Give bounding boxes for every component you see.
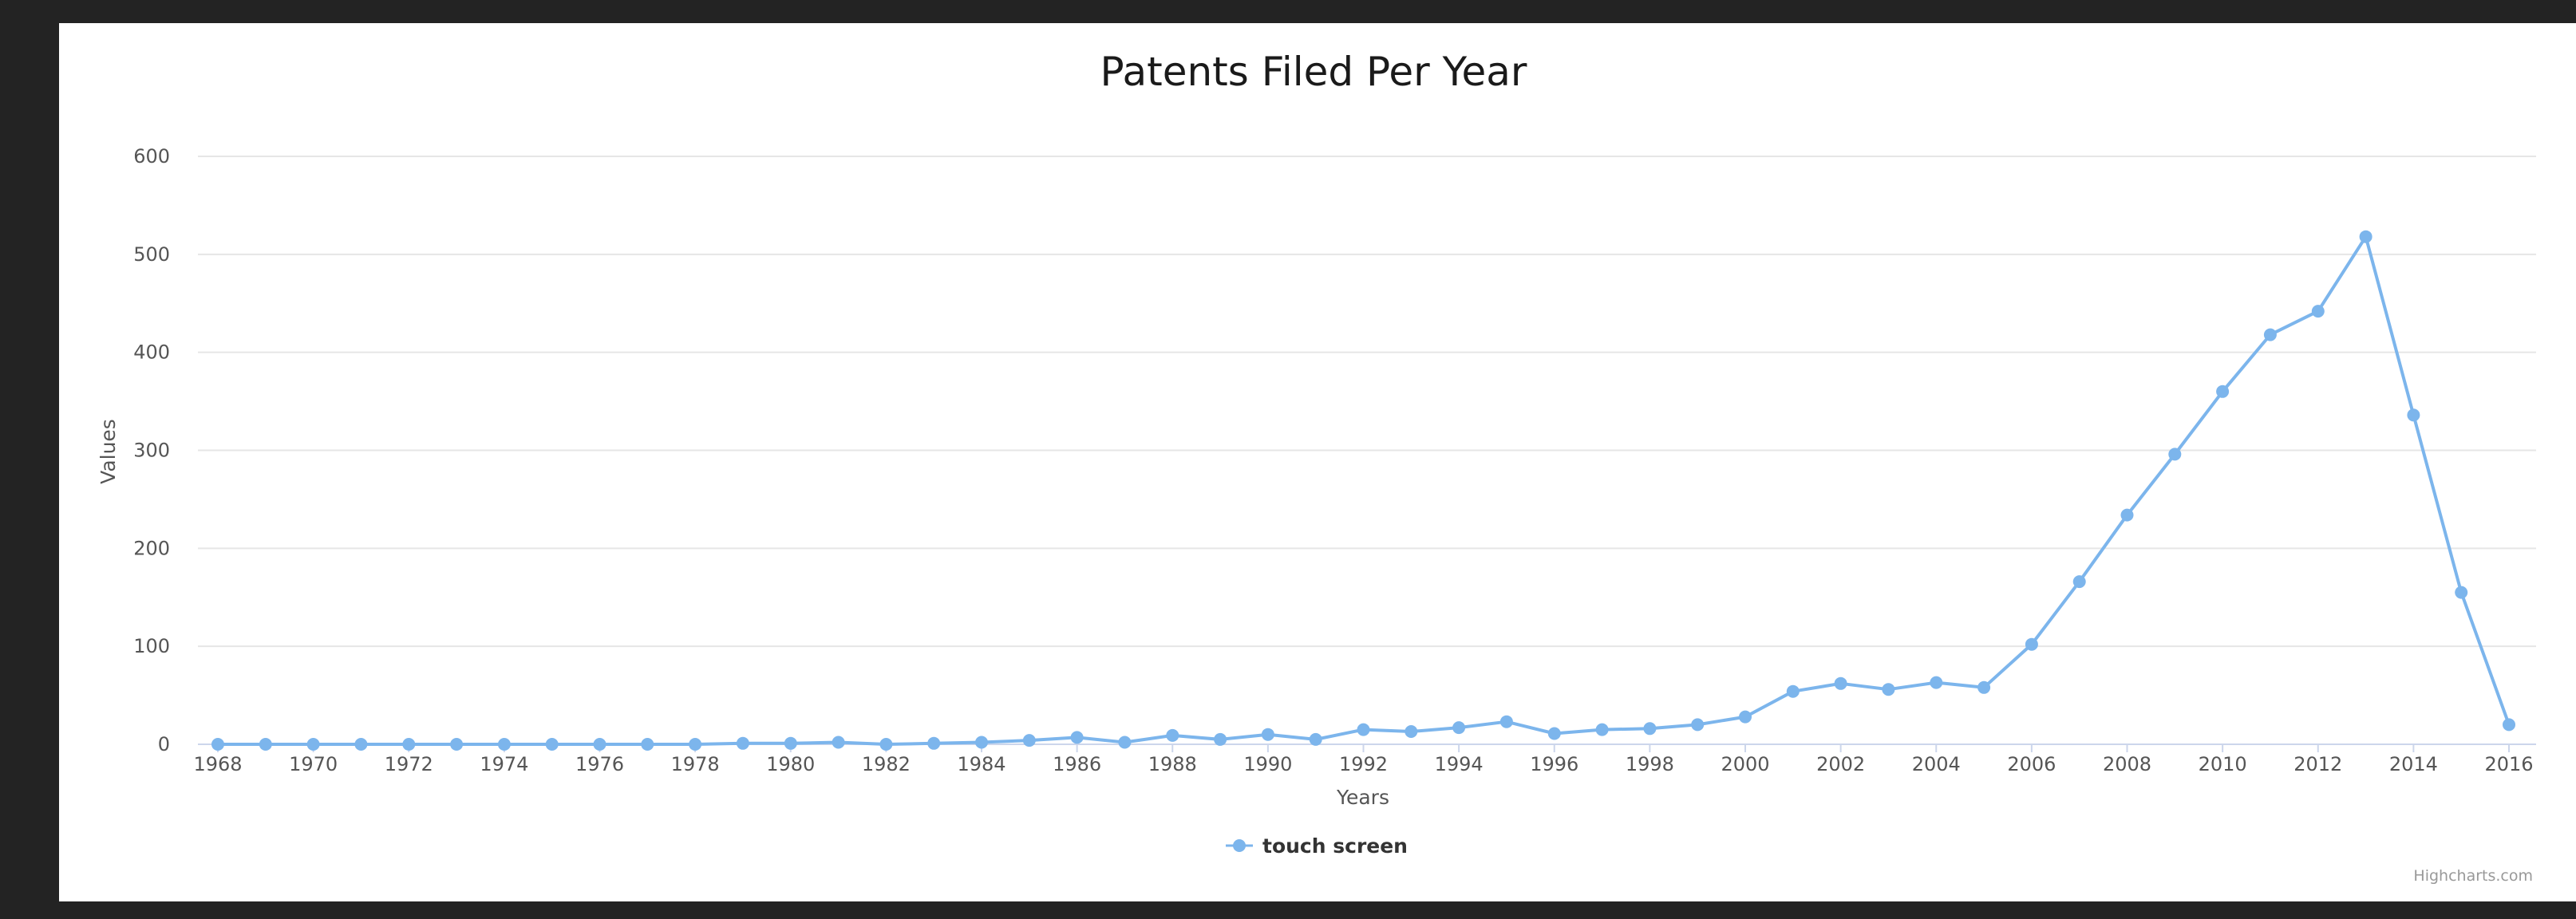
data-point[interactable] <box>2359 230 2373 243</box>
data-point[interactable] <box>497 738 511 751</box>
data-point[interactable] <box>2025 637 2038 651</box>
data-point[interactable] <box>1547 727 1561 740</box>
legend[interactable]: touch screen <box>1226 834 1408 858</box>
chart-title: Patents Filed Per Year <box>1100 49 1527 95</box>
data-point[interactable] <box>1930 676 1943 689</box>
data-point[interactable] <box>736 736 749 750</box>
data-point[interactable] <box>784 736 797 750</box>
data-point[interactable] <box>2407 408 2420 422</box>
x-tick-label: 2004 <box>1912 753 1961 775</box>
x-tick-label: 1974 <box>480 753 528 775</box>
data-point[interactable] <box>402 738 416 751</box>
x-tick-label: 1980 <box>766 753 815 775</box>
y-tick-label: 100 <box>133 635 170 657</box>
y-tick-label: 0 <box>158 733 170 755</box>
x-tick-label: 1990 <box>1243 753 1292 775</box>
data-point[interactable] <box>1834 676 1847 690</box>
x-tick-label: 2014 <box>2389 753 2438 775</box>
data-point[interactable] <box>354 738 368 751</box>
data-point[interactable] <box>1261 728 1274 741</box>
data-point[interactable] <box>1214 732 1227 746</box>
data-point[interactable] <box>1882 683 1895 696</box>
data-point[interactable] <box>1786 684 1800 698</box>
data-point[interactable] <box>2168 448 2182 461</box>
data-point[interactable] <box>1166 728 1179 742</box>
data-point[interactable] <box>593 738 606 751</box>
x-tick-label: 1994 <box>1435 753 1484 775</box>
y-axis-title: Values <box>97 419 120 484</box>
data-point[interactable] <box>832 736 845 749</box>
x-tick-label: 2016 <box>2484 753 2533 775</box>
data-point[interactable] <box>2072 575 2086 589</box>
x-tick-label: 1984 <box>957 753 1006 775</box>
x-tick-label: 1998 <box>1626 753 1674 775</box>
data-point[interactable] <box>1118 736 1132 749</box>
data-point[interactable] <box>1070 731 1084 744</box>
data-point[interactable] <box>1405 725 1418 738</box>
data-point[interactable] <box>879 738 893 751</box>
data-point[interactable] <box>1022 734 1036 747</box>
legend-label[interactable]: touch screen <box>1262 834 1408 858</box>
chart-panel: Patents Filed Per Year 0 100 200 300 400 500 6… <box>59 23 2576 901</box>
x-tick-label: 1996 <box>1530 753 1578 775</box>
gridlines <box>198 156 2536 745</box>
x-tick-label: 1982 <box>862 753 911 775</box>
data-point[interactable] <box>306 738 320 751</box>
line-chart: Patents Filed Per Year 0 100 200 300 400 500 6… <box>97 49 2536 885</box>
x-tick-label: 1992 <box>1339 753 1388 775</box>
series-touch-screen <box>211 230 2515 751</box>
x-tick-label: 2012 <box>2294 753 2342 775</box>
x-tick-label: 2002 <box>1816 753 1865 775</box>
data-point[interactable] <box>545 738 559 751</box>
y-tick-label: 600 <box>133 145 170 168</box>
x-tick-label: 1972 <box>385 753 433 775</box>
x-tick-label: 1978 <box>671 753 720 775</box>
data-point[interactable] <box>641 738 654 751</box>
credits-link[interactable]: Highcharts.com <box>2413 867 2533 885</box>
x-tick-label: 1988 <box>1148 753 1197 775</box>
legend-marker <box>1233 839 1246 852</box>
data-point[interactable] <box>1643 722 1657 736</box>
data-point[interactable] <box>450 738 464 751</box>
x-tick-label: 2000 <box>1721 753 1769 775</box>
data-point[interactable] <box>1977 680 1991 694</box>
data-point[interactable] <box>2455 586 2468 599</box>
x-tick-label: 1970 <box>289 753 338 775</box>
data-point[interactable] <box>927 736 941 750</box>
data-point[interactable] <box>1309 732 1322 746</box>
data-point[interactable] <box>1595 723 1609 736</box>
data-point[interactable] <box>211 738 224 751</box>
y-tick-label: 200 <box>133 537 170 559</box>
data-point[interactable] <box>1357 723 1370 736</box>
y-axis-ticks: 0 100 200 300 400 500 600 <box>133 145 170 755</box>
y-tick-label: 400 <box>133 341 170 364</box>
x-tick-label: 1968 <box>193 753 242 775</box>
data-point[interactable] <box>975 736 988 749</box>
data-point[interactable] <box>1499 715 1513 728</box>
y-tick-label: 500 <box>133 243 170 266</box>
x-axis-ticks: 1968 1970 1972 1974 1976 1978 1980 1982 1984 1986… <box>193 744 2534 775</box>
data-point[interactable] <box>689 738 702 751</box>
x-tick-label: 1976 <box>575 753 624 775</box>
data-point[interactable] <box>1452 721 1466 735</box>
data-point[interactable] <box>1739 710 1752 724</box>
data-point[interactable] <box>1691 718 1705 732</box>
data-point[interactable] <box>259 738 272 751</box>
x-tick-label: 2008 <box>2103 753 2151 775</box>
data-point[interactable] <box>2216 385 2230 398</box>
x-tick-label: 2006 <box>2007 753 2056 775</box>
data-point[interactable] <box>2263 328 2277 341</box>
x-tick-label: 1986 <box>1053 753 1101 775</box>
series-line <box>216 235 2511 746</box>
y-tick-label: 300 <box>133 440 170 462</box>
data-point[interactable] <box>2311 305 2325 318</box>
x-axis-title: Years <box>1336 786 1389 809</box>
data-point[interactable] <box>2120 508 2134 522</box>
data-point[interactable] <box>2503 718 2515 732</box>
x-tick-label: 2010 <box>2199 753 2247 775</box>
